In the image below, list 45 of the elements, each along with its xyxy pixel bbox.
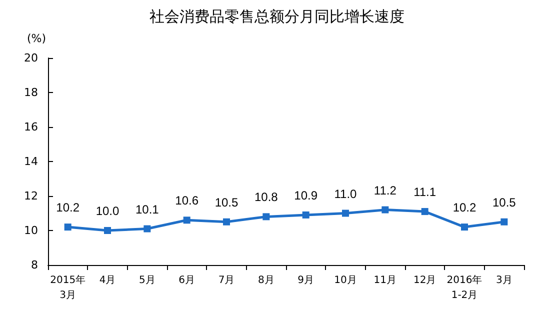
x-tick-label: 2015年 3月 — [50, 274, 86, 301]
x-tick-label: 4月 — [99, 275, 116, 286]
data-label: 10.1 — [135, 202, 160, 216]
data-label: 10.8 — [254, 190, 278, 204]
y-tick-label: 14 — [24, 155, 38, 168]
point — [64, 224, 72, 231]
y-axis-title: (%) — [26, 32, 46, 45]
x-tick-label: 2016年 1-2月 — [446, 274, 482, 301]
point — [342, 210, 349, 217]
data-label: 10.2 — [56, 200, 80, 215]
data-label: 11.1 — [414, 185, 436, 200]
x-tick-label: 7月 — [218, 275, 235, 286]
x-tick-label: 9月 — [298, 275, 314, 286]
y-tick-label: 8 — [31, 258, 38, 272]
point — [302, 211, 310, 218]
point — [382, 206, 389, 214]
y-tick-label: 12 — [24, 190, 38, 202]
x-tick-label: 12月 — [413, 275, 436, 286]
data-label: 10.0 — [96, 204, 120, 218]
point — [461, 224, 468, 231]
point — [500, 218, 508, 226]
x-tick-label: 3月 — [496, 275, 512, 286]
point — [421, 208, 428, 216]
point — [223, 218, 230, 226]
x-tick-label: 8月 — [258, 275, 274, 286]
point — [183, 216, 190, 224]
y-tick-label: 10 — [24, 224, 38, 237]
data-label: 10.6 — [175, 194, 199, 208]
data-label: 11.0 — [334, 186, 358, 201]
data-label: 10.5 — [492, 195, 516, 210]
data-label: 10.9 — [294, 188, 318, 202]
point — [144, 225, 151, 232]
x-tick-label: 11月 — [374, 275, 397, 286]
x-tick-label: 10月 — [334, 275, 357, 286]
chart-title: 社会消费品零售总额分月同比增长速度 — [150, 8, 404, 26]
y-tick-label: 16 — [24, 120, 38, 134]
data-label: 10.5 — [214, 195, 238, 210]
x-tick-label: 6月 — [178, 275, 196, 286]
data-label: 11.2 — [374, 183, 397, 198]
point — [262, 213, 270, 220]
y-tick-label: 18 — [24, 86, 38, 99]
data-label: 10.2 — [452, 200, 476, 215]
point — [104, 227, 111, 234]
x-tick-label: 5月 — [138, 275, 156, 286]
y-tick-label: 20 — [24, 52, 38, 64]
